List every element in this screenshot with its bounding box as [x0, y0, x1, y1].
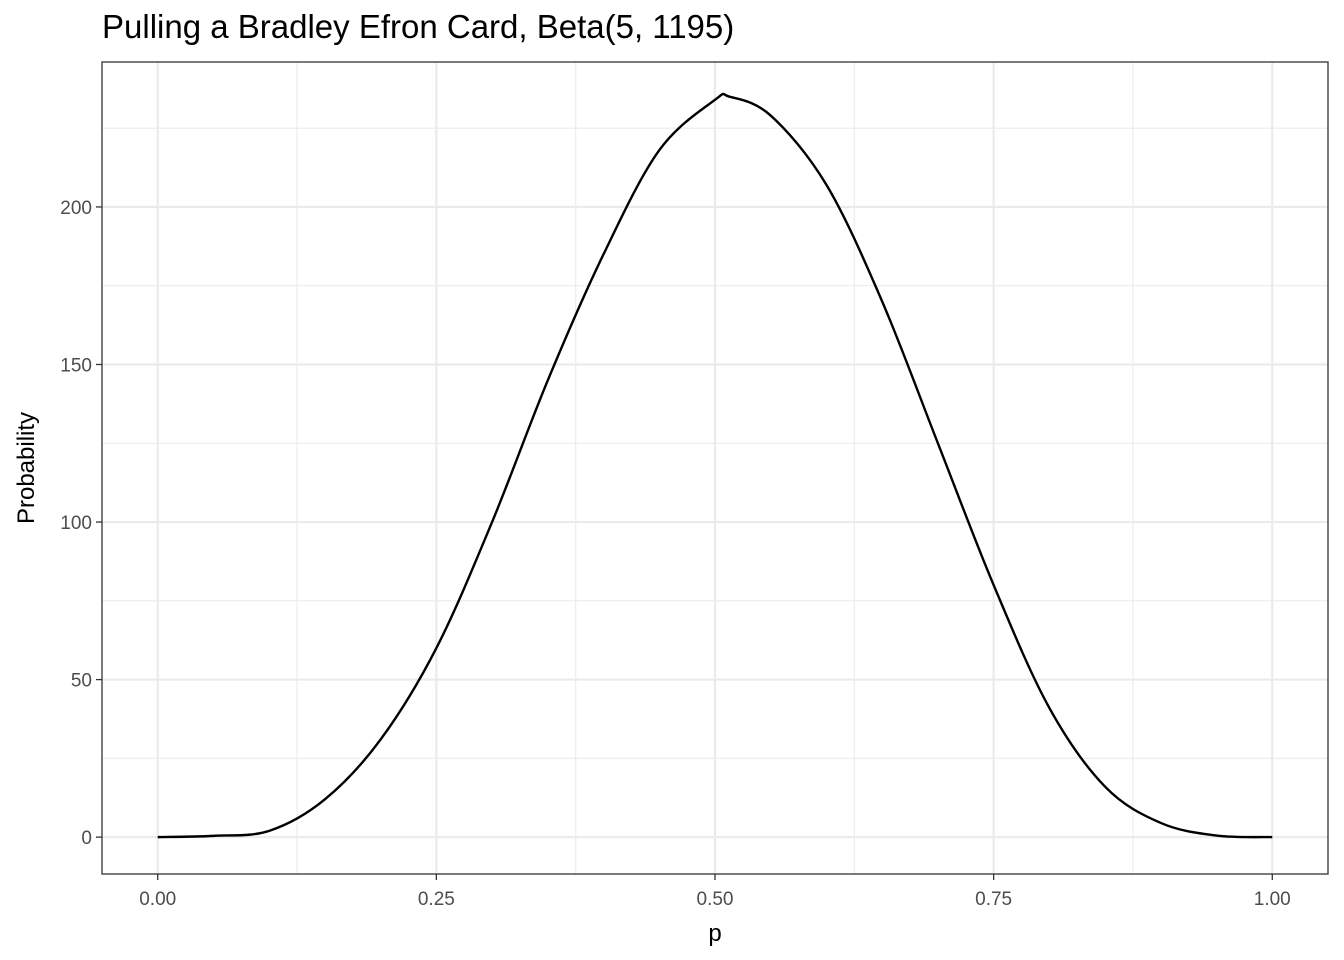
x-axis: 0.00 0.25 0.50 0.75 1.00: [139, 874, 1291, 910]
y-axis: 0 50 100 150 200: [60, 198, 102, 849]
x-tick-label: 0.75: [975, 889, 1012, 910]
y-tick-label: 50: [71, 671, 92, 692]
density-line: [157, 92, 1273, 839]
x-tick-label: 0.50: [697, 889, 734, 910]
x-tick-label: 0.00: [139, 889, 176, 910]
x-tick-label: 0.25: [418, 889, 455, 910]
y-tick-label: 150: [60, 355, 92, 376]
chart-title: Pulling a Bradley Efron Card, Beta(5, 11…: [102, 8, 735, 45]
grid-major: [102, 62, 1328, 874]
x-tick-label: 1.00: [1254, 889, 1291, 910]
y-axis-title: Probability: [13, 412, 40, 524]
x-axis-title: p: [708, 920, 721, 947]
y-tick-label: 0: [81, 828, 92, 849]
y-tick-label: 100: [60, 513, 92, 534]
y-tick-label: 200: [60, 198, 92, 219]
